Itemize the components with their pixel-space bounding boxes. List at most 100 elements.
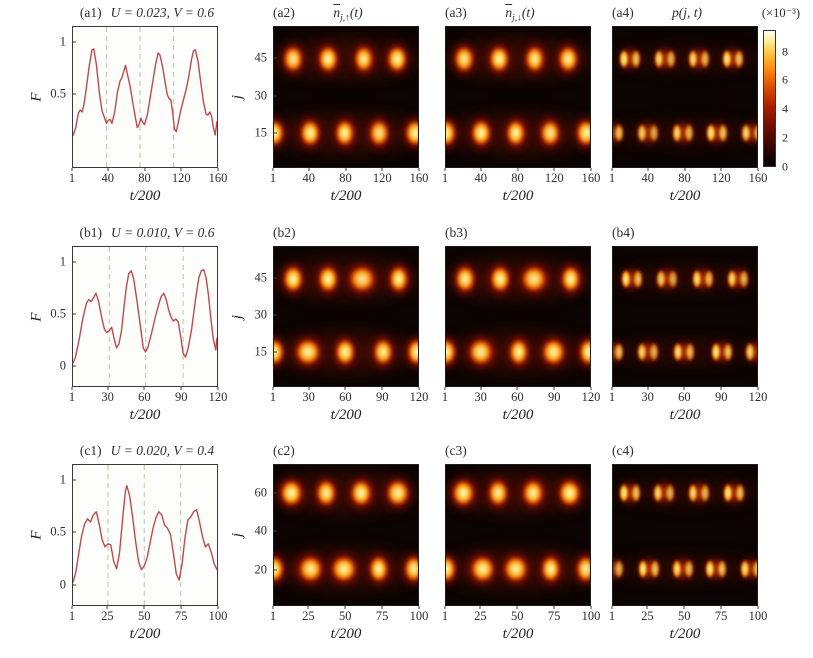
panel-b3-title: (b3) xyxy=(437,225,603,243)
x-tick-label: 80 xyxy=(138,171,151,185)
panel-a1: (a1) U = 0.023, V = 0.6 1 40 80 120 160 1 0.5… xyxy=(29,5,228,204)
x-tick-label: 1 xyxy=(608,390,616,404)
x-tick-label: 1 xyxy=(269,609,277,623)
x-tick-label: 120 xyxy=(372,171,392,185)
panel-b4-title: (b4) xyxy=(604,225,770,243)
x-tick-label: 30 xyxy=(474,390,487,404)
heatmap-a4 xyxy=(612,26,758,168)
x-tick-label: 120 xyxy=(409,390,429,404)
x-axis-label: t/200 xyxy=(502,626,534,642)
y-axis-ticks: 1 0.5 0 xyxy=(38,464,76,606)
x-tick-label: 30 xyxy=(641,390,654,404)
x-tick-label: 50 xyxy=(339,609,352,623)
panel-params: U = 0.023, V = 0.6 xyxy=(110,5,215,20)
x-tick-label: 120 xyxy=(171,171,191,185)
panel-params: U = 0.020, V = 0.4 xyxy=(110,443,215,458)
panel-b1-title: (b1) U = 0.010, V = 0.6 xyxy=(64,225,230,243)
x-tick-label: 160 xyxy=(409,171,429,185)
x-tick-label: 80 xyxy=(511,171,524,185)
panel-c2: (c2) 1 25 50 75 100 20 40 60 t/200 j xyxy=(230,443,429,642)
heatmap-b2 xyxy=(273,246,419,387)
x-axis-label: t/200 xyxy=(502,407,534,423)
panel-c4-title: (c4) xyxy=(604,443,770,461)
x-tick-label: 40 xyxy=(302,171,316,185)
panel-math-title: nj,↑(t) xyxy=(265,5,431,24)
x-tick-label: 90 xyxy=(375,390,389,404)
panel-c3: (c3) 1 25 50 75 100 t/200 xyxy=(442,443,601,642)
panel-params: U = 0.010, V = 0.6 xyxy=(111,225,215,240)
x-tick-label: 100 xyxy=(748,609,768,623)
panel-a2-title: (a2) nj,↑(t) xyxy=(265,5,431,24)
heatmap-b3 xyxy=(445,246,591,387)
x-axis-ticks: 1 30 60 90 120 xyxy=(442,387,600,407)
x-axis-label: t/200 xyxy=(330,626,362,642)
x-tick-label: 1 xyxy=(269,171,277,185)
panel-label: (c4) xyxy=(612,443,634,458)
x-tick-label: 100 xyxy=(581,609,601,623)
x-tick-label: 75 xyxy=(547,609,561,623)
x-tick-label: 1 xyxy=(269,390,277,404)
math-symbol: n xyxy=(333,5,341,20)
math-symbol: n xyxy=(505,5,513,20)
x-tick-label: 100 xyxy=(208,609,228,623)
x-axis-label: t/200 xyxy=(669,626,701,642)
panel-b1: (b1) U = 0.010, V = 0.6 1 30 60 90 120 1 0.5 0… xyxy=(29,225,228,423)
colorbar-tick-label: 4 xyxy=(782,101,788,116)
x-tick-label: 50 xyxy=(138,609,151,623)
heatmap-c4 xyxy=(612,464,758,606)
x-axis-ticks: 1 30 60 90 120 xyxy=(69,387,227,407)
x-tick-label: 60 xyxy=(511,390,524,404)
panel-a4-title: (a4) p(j, t) xyxy=(604,5,770,23)
x-tick-label: 100 xyxy=(409,609,429,623)
colorbar-scale-label: (×10⁻³) xyxy=(761,6,801,20)
colorbar xyxy=(763,30,776,167)
math-subscript: j,↓ xyxy=(512,13,522,24)
y-tick-label: 0 xyxy=(59,577,66,592)
x-tick-label: 50 xyxy=(678,609,691,623)
x-tick-label: 60 xyxy=(138,390,151,404)
colorbar-ticks: 0 2 4 6 8 xyxy=(779,30,809,173)
x-tick-label: 80 xyxy=(339,171,352,185)
panel-a3-title: (a3) nj,↓(t) xyxy=(437,5,603,24)
panel-label: (b2) xyxy=(273,225,296,240)
x-tick-label: 120 xyxy=(711,171,731,185)
panel-b2-title: (b2) xyxy=(265,225,431,243)
x-tick-label: 1 xyxy=(608,609,616,623)
y-tick-label: 45 xyxy=(254,270,268,285)
y-tick-label: 1 xyxy=(59,472,66,487)
x-tick-label: 1 xyxy=(68,609,76,623)
y-axis-ticks: 1 0.5 xyxy=(38,26,76,168)
y-axis-label: F xyxy=(28,311,45,322)
x-axis-label: t/200 xyxy=(669,188,701,204)
panel-c3-title: (c3) xyxy=(437,443,603,461)
x-axis-label: t/200 xyxy=(330,188,362,204)
x-axis-ticks: 1 25 50 75 100 xyxy=(442,606,600,626)
panel-a1-title: (a1) U = 0.023, V = 0.6 xyxy=(64,5,230,23)
math-symbol: p xyxy=(672,5,679,20)
y-axis-ticks: 20 40 60 xyxy=(239,464,277,606)
y-tick-label: 1 xyxy=(59,254,66,269)
colorbar-tick-label: 6 xyxy=(782,72,788,87)
panel-math-title: nj,↓(t) xyxy=(437,5,603,24)
panel-label: (a3) xyxy=(445,5,467,20)
panel-math-title: p(j, t) xyxy=(604,5,770,24)
x-tick-label: 160 xyxy=(581,171,601,185)
panel-label: (c1) xyxy=(79,443,102,458)
x-tick-label: 75 xyxy=(714,609,728,623)
y-axis-ticks: 15 30 45 xyxy=(239,246,277,387)
panel-label: (a4) xyxy=(612,5,634,20)
panel-label: (b1) xyxy=(79,225,103,240)
x-tick-label: 60 xyxy=(678,390,691,404)
y-axis-label: j xyxy=(229,314,246,319)
y-axis-ticks: 1 0.5 0 xyxy=(38,246,76,387)
colorbar-tick-label: 8 xyxy=(782,44,788,59)
x-axis-ticks: 1 25 50 75 100 xyxy=(608,606,767,626)
x-axis-ticks: 1 40 80 120 160 xyxy=(68,168,227,188)
panel-label: (c3) xyxy=(445,443,467,458)
x-tick-label: 120 xyxy=(581,390,601,404)
x-tick-label: 1 xyxy=(68,171,76,185)
y-tick-label: 0 xyxy=(59,358,66,373)
y-tick-label: 15 xyxy=(254,125,268,140)
x-tick-label: 40 xyxy=(101,171,115,185)
